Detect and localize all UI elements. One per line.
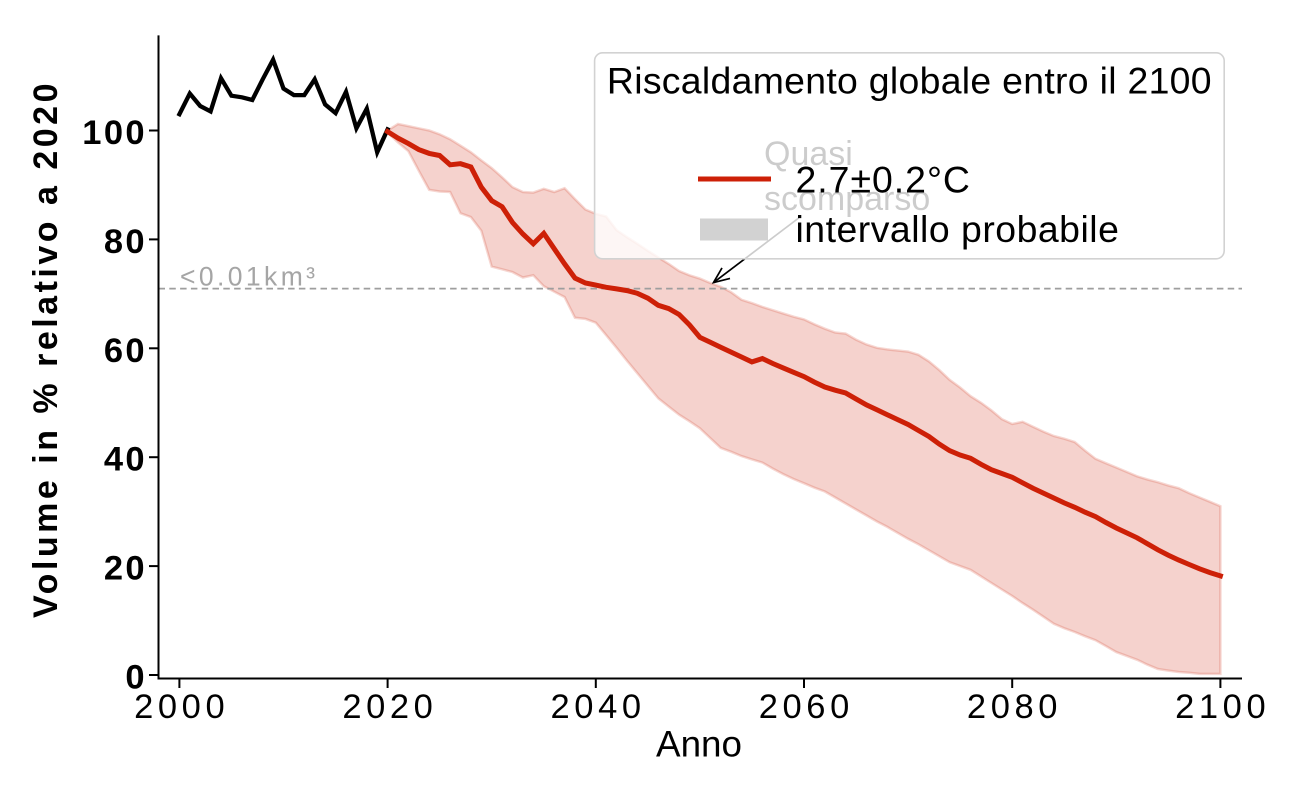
svg-text:2020: 2020	[342, 688, 437, 726]
svg-text:<0.01km³: <0.01km³	[180, 262, 318, 292]
svg-text:2060: 2060	[759, 688, 854, 726]
svg-text:60: 60	[104, 332, 147, 370]
svg-text:20: 20	[104, 550, 147, 588]
svg-text:80: 80	[104, 223, 147, 261]
svg-text:40: 40	[104, 441, 147, 479]
svg-text:Anno: Anno	[656, 724, 742, 765]
svg-text:Volume in % relativo a 2020: Volume in % relativo a 2020	[27, 80, 65, 618]
svg-text:100: 100	[82, 114, 147, 152]
svg-text:0: 0	[125, 659, 147, 697]
svg-text:2080: 2080	[967, 688, 1062, 726]
svg-text:intervallo probabile: intervallo probabile	[796, 208, 1120, 250]
svg-text:2040: 2040	[551, 688, 646, 726]
svg-text:2100: 2100	[1175, 688, 1270, 726]
svg-text:Riscaldamento globale entro il: Riscaldamento globale entro il 2100	[607, 59, 1212, 101]
svg-text:2000: 2000	[134, 688, 229, 726]
svg-text:2.7±0.2°C: 2.7±0.2°C	[796, 159, 971, 201]
